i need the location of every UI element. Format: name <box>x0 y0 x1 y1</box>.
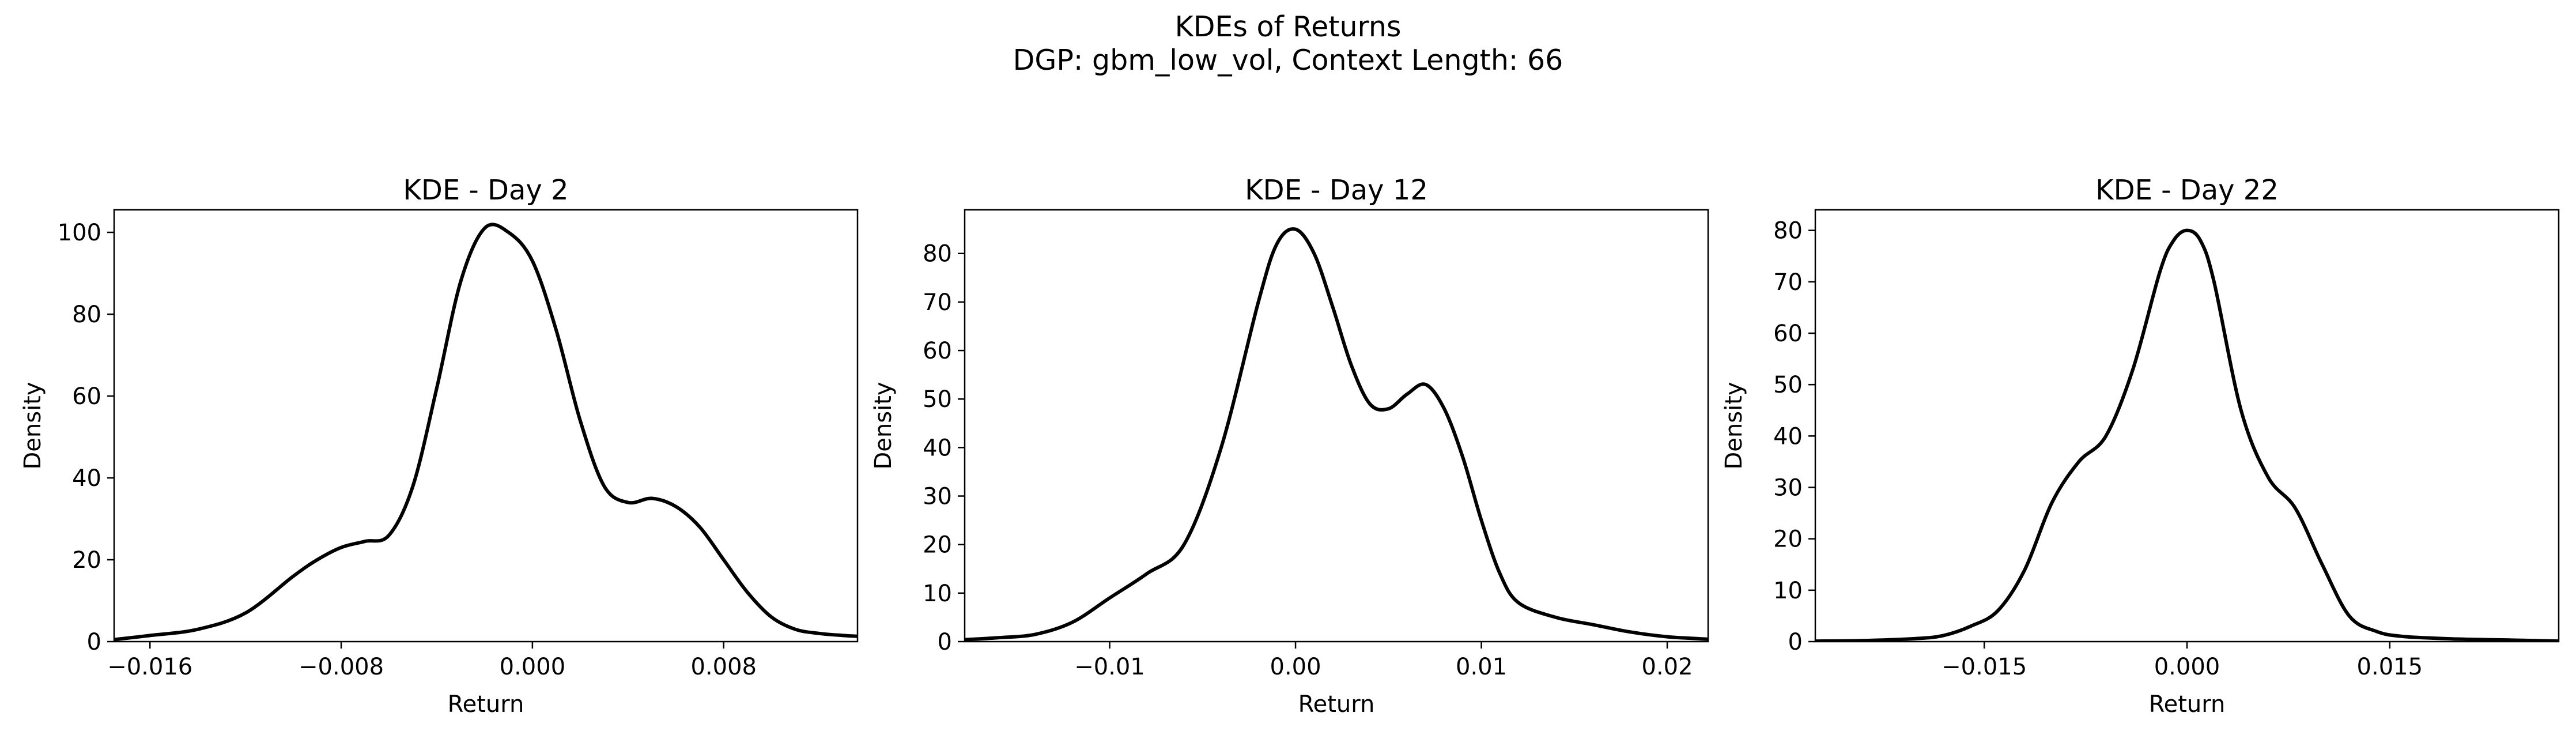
y-axis-label: Density <box>870 382 897 469</box>
x-tick-label: −0.008 <box>299 654 384 680</box>
kde-curve-series-1 <box>965 227 1708 642</box>
suptitle-line-1: KDEs of Returns <box>1174 10 1402 43</box>
kde-panel-1: −0.016 −0.008 0.000 0.008 0 20 40 60 80 100 KDE - … <box>20 174 859 718</box>
x-tick-label: 0.008 <box>690 654 757 680</box>
y-tick-label: 0 <box>938 629 952 655</box>
y-tick-label: 50 <box>1773 372 1803 398</box>
y-tick-label: 60 <box>1773 321 1803 347</box>
y-tick-label: 70 <box>1773 269 1803 296</box>
x-axis-label: Return <box>448 691 524 718</box>
panel-title: KDE - Day 22 <box>2095 174 2279 206</box>
y-tick-label: 20 <box>923 532 952 559</box>
x-tick-label: 0.01 <box>1456 654 1507 680</box>
y-tick-label: 70 <box>923 289 952 316</box>
panel-title: KDE - Day 2 <box>403 174 568 206</box>
y-tick-label: 60 <box>923 338 952 364</box>
axes-frame <box>113 209 859 643</box>
y-tick-label: 80 <box>1773 218 1803 244</box>
kde-curve-series-1 <box>1815 228 2559 642</box>
x-tick-label: 0.015 <box>2357 654 2423 680</box>
y-tick-label: 30 <box>1773 475 1803 502</box>
y-tick-label: 0 <box>1788 629 1803 655</box>
x-tick-label: −0.015 <box>1942 654 2027 680</box>
y-axis-label: Density <box>1721 382 1747 469</box>
y-tick-label: 30 <box>923 484 952 510</box>
kde-curve-series-1 <box>114 223 858 642</box>
axes-frame <box>964 209 1709 643</box>
y-tick-label: 40 <box>1773 423 1803 450</box>
x-tick-label: −0.016 <box>107 654 192 680</box>
y-tick-label: 10 <box>923 581 952 607</box>
y-axis-label: Density <box>20 382 46 469</box>
axes-frame <box>1814 209 2560 643</box>
y-tick-label: 50 <box>923 386 952 413</box>
y-tick-label: 60 <box>72 383 101 410</box>
kde-panel-3: −0.015 0.000 0.015 0 10 20 30 40 50 60 70 80 KDE - D… <box>1721 174 2560 718</box>
x-axis-label: Return <box>1298 691 1375 718</box>
figure-suptitle: KDEs of Returns DGP: gbm_low_vol, Contex… <box>0 10 2576 77</box>
kde-panel-2: −0.01 0.00 0.01 0.02 0 10 20 30 40 50 60 70 80 KDE - … <box>870 174 1709 718</box>
y-tick-label: 10 <box>1773 578 1803 604</box>
x-tick-label: 0.02 <box>1642 654 1693 680</box>
y-tick-label: 40 <box>923 435 952 461</box>
y-tick-label: 20 <box>72 547 101 574</box>
x-tick-label: 0.000 <box>2154 654 2220 680</box>
x-axis-label: Return <box>2149 691 2226 718</box>
y-tick-label: 20 <box>1773 526 1803 553</box>
x-tick-label: 0.00 <box>1270 654 1321 680</box>
x-tick-label: −0.01 <box>1074 654 1145 680</box>
y-tick-label: 80 <box>72 301 101 328</box>
suptitle-line-2: DGP: gbm_low_vol, Context Length: 66 <box>1013 44 1563 77</box>
y-tick-label: 100 <box>58 220 101 246</box>
y-tick-label: 40 <box>72 465 101 492</box>
panel-title: KDE - Day 12 <box>1245 174 1428 206</box>
x-tick-label: 0.000 <box>500 654 566 680</box>
y-tick-label: 80 <box>923 241 952 267</box>
y-tick-label: 0 <box>87 629 101 655</box>
